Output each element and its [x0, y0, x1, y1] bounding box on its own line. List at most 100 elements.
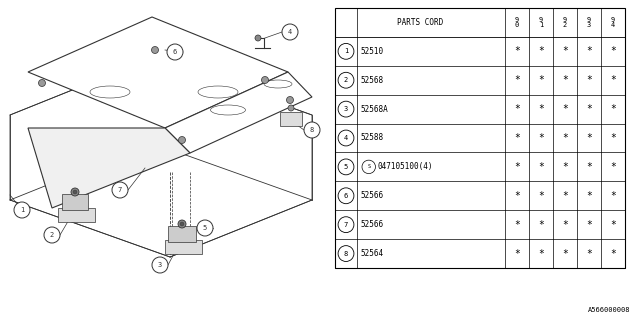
Text: *: *	[538, 220, 544, 230]
Text: *: *	[562, 191, 568, 201]
Text: 52588: 52588	[360, 133, 383, 142]
Circle shape	[282, 24, 298, 40]
Text: 6: 6	[173, 49, 177, 55]
Text: 8: 8	[344, 251, 348, 257]
Text: 4: 4	[344, 135, 348, 141]
Text: *: *	[610, 162, 616, 172]
Text: *: *	[586, 46, 592, 56]
Polygon shape	[58, 208, 95, 222]
Circle shape	[112, 182, 128, 198]
Text: PARTS CORD: PARTS CORD	[397, 18, 443, 27]
Circle shape	[288, 105, 294, 111]
Text: *: *	[514, 249, 520, 259]
Text: *: *	[586, 104, 592, 114]
Text: *: *	[538, 46, 544, 56]
Text: *: *	[610, 220, 616, 230]
Circle shape	[304, 122, 320, 138]
Text: *: *	[562, 46, 568, 56]
Circle shape	[287, 97, 294, 103]
Circle shape	[44, 227, 60, 243]
Circle shape	[178, 220, 186, 228]
Text: 3: 3	[158, 262, 162, 268]
Text: 2: 2	[50, 232, 54, 238]
Text: 2: 2	[344, 77, 348, 83]
Polygon shape	[28, 128, 190, 208]
Circle shape	[180, 222, 184, 226]
Circle shape	[262, 76, 269, 84]
Text: *: *	[538, 191, 544, 201]
Text: 9
1: 9 1	[539, 17, 543, 28]
Text: *: *	[562, 162, 568, 172]
Text: 1: 1	[344, 48, 348, 54]
Text: 52564: 52564	[360, 249, 383, 258]
Circle shape	[73, 190, 77, 194]
Text: 52566: 52566	[360, 220, 383, 229]
Polygon shape	[165, 240, 202, 254]
Circle shape	[71, 188, 79, 196]
Circle shape	[255, 35, 261, 41]
Text: *: *	[562, 249, 568, 259]
Text: *: *	[586, 220, 592, 230]
Polygon shape	[165, 72, 312, 153]
Text: *: *	[562, 220, 568, 230]
Text: 8: 8	[310, 127, 314, 133]
Text: 9
2: 9 2	[563, 17, 567, 28]
Text: *: *	[586, 249, 592, 259]
Text: 7: 7	[344, 222, 348, 228]
Polygon shape	[168, 226, 196, 242]
Text: *: *	[538, 162, 544, 172]
Text: 5: 5	[203, 225, 207, 231]
Text: 9
3: 9 3	[587, 17, 591, 28]
Text: *: *	[514, 104, 520, 114]
Text: *: *	[514, 133, 520, 143]
Text: *: *	[586, 162, 592, 172]
Text: *: *	[586, 133, 592, 143]
Text: *: *	[538, 104, 544, 114]
Text: 3: 3	[344, 106, 348, 112]
Circle shape	[197, 220, 213, 236]
Text: *: *	[538, 133, 544, 143]
Text: 047105100(4): 047105100(4)	[378, 162, 433, 172]
Circle shape	[38, 79, 45, 86]
Text: 52568: 52568	[360, 76, 383, 85]
Circle shape	[179, 137, 186, 143]
Polygon shape	[280, 112, 302, 126]
Text: 9
0: 9 0	[515, 17, 519, 28]
Text: *: *	[538, 249, 544, 259]
Text: *: *	[610, 104, 616, 114]
Text: 6: 6	[344, 193, 348, 199]
Text: *: *	[514, 46, 520, 56]
Text: *: *	[562, 104, 568, 114]
Text: 52566: 52566	[360, 191, 383, 200]
Polygon shape	[28, 17, 288, 128]
Text: 52568A: 52568A	[360, 105, 388, 114]
Text: *: *	[586, 191, 592, 201]
Text: *: *	[610, 191, 616, 201]
Text: *: *	[610, 249, 616, 259]
Circle shape	[152, 257, 168, 273]
Text: *: *	[610, 75, 616, 85]
Text: *: *	[538, 75, 544, 85]
Polygon shape	[62, 194, 88, 210]
Text: 5: 5	[344, 164, 348, 170]
Text: S: S	[367, 164, 371, 169]
Text: 52510: 52510	[360, 47, 383, 56]
Text: *: *	[610, 46, 616, 56]
Circle shape	[152, 46, 159, 53]
Text: *: *	[514, 162, 520, 172]
Text: 1: 1	[20, 207, 24, 213]
Text: *: *	[562, 133, 568, 143]
Text: *: *	[514, 220, 520, 230]
Circle shape	[167, 44, 183, 60]
Circle shape	[14, 202, 30, 218]
Text: A566000008: A566000008	[588, 307, 630, 313]
Text: 4: 4	[288, 29, 292, 35]
Text: 7: 7	[118, 187, 122, 193]
Text: *: *	[586, 75, 592, 85]
Text: *: *	[514, 75, 520, 85]
Bar	[335, 8, 625, 268]
Text: *: *	[514, 191, 520, 201]
Text: 9
4: 9 4	[611, 17, 615, 28]
Text: *: *	[562, 75, 568, 85]
Text: *: *	[610, 133, 616, 143]
